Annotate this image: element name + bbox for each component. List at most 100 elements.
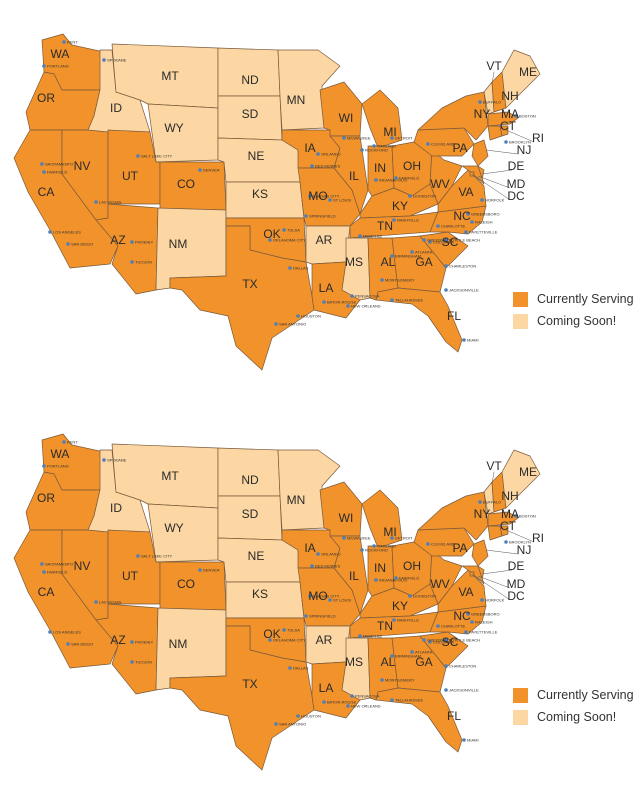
city-label: GREENSBORO [471,612,500,617]
state-label-dc: DC [507,189,525,203]
city-marker-icon [428,640,432,644]
city-marker-icon [296,714,300,718]
city-marker-icon [94,600,98,604]
city-marker-icon [282,628,286,632]
state-label-pa: PA [452,541,467,555]
state-label-ne: NE [248,149,265,163]
city-marker-icon [466,212,470,216]
state-tx [169,225,315,371]
state-mi [361,89,403,149]
cities-layer: KENT SPOKANE PORTLAND SACRAMENTO FAIRFIELD LA… [40,440,536,743]
state-label-sc: SC [442,235,459,249]
state-label-ny: NY [474,507,491,521]
city-label: OKLAHOMA CITY [273,638,306,643]
city-label: SAN ANTONIO [279,322,306,327]
city-marker-icon [410,250,414,254]
city-label: PENSACOLA [355,294,380,299]
city-marker-icon [322,700,326,704]
state-label-ia: IA [304,141,315,155]
state-label-me: ME [519,465,537,479]
city-label: ORLANDO [321,152,341,157]
leader-line-dc [471,573,511,601]
city-label: RALEIGH [475,220,493,225]
city-marker-icon [360,548,364,552]
city-marker-icon [136,554,140,558]
state-label-vt: VT [486,459,502,473]
city-label: DETROIT [395,136,413,141]
city-label: LOS ANGELES [53,230,81,235]
city-marker-icon [310,564,314,568]
city-marker-icon [372,144,376,148]
city-marker-icon [392,618,396,622]
city-marker-icon [390,654,394,658]
state-label-nc: NC [453,209,471,223]
city-label: SACRAMENTO [45,162,73,167]
state-label-tn: TN [377,219,393,233]
city-label: BIRMINGHAM [395,254,421,259]
city-label: BOSTON [519,114,536,119]
city-label: DENVER [203,568,220,573]
state-label-la: LA [319,281,334,295]
city-label: DALLAS [293,266,309,271]
city-marker-icon [410,650,414,654]
state-label-mo: MO [308,189,327,203]
state-label-ct: CT [500,119,517,133]
city-marker-icon [102,58,106,62]
city-marker-icon [358,634,362,638]
state-me [501,449,541,509]
city-marker-icon [308,194,312,198]
city-marker-icon [42,464,46,468]
state-label-al: AL [381,255,396,269]
service-map-top: KENT SPOKANE PORTLAND SACRAMENTO FAIRFIELD LA… [0,0,640,380]
state-label-mt: MT [161,69,179,83]
city-marker-icon [102,458,106,462]
state-label-mi: MI [383,125,396,139]
city-marker-icon [308,594,312,598]
leader-line-nj [485,549,519,555]
city-marker-icon [42,570,46,574]
city-marker-icon [198,168,202,172]
city-marker-icon [288,666,292,670]
leader-line-dc [471,173,511,201]
state-md [461,165,485,185]
city-marker-icon [62,40,66,44]
city-marker-icon [422,238,426,242]
state-label-ms: MS [345,255,363,269]
city-marker-icon [394,176,398,180]
city-marker-icon [462,338,466,342]
state-label-sc: SC [442,635,459,649]
city-label: CLEVELAND [431,542,455,547]
city-marker-icon [504,140,508,144]
city-marker-icon [130,240,134,244]
city-marker-icon [42,64,46,68]
state-mi [361,489,403,549]
city-marker-icon [274,322,278,326]
city-label: DENVER [203,168,220,173]
state-label-nh: NH [501,89,518,103]
city-marker-icon [428,240,432,244]
city-marker-icon [466,612,470,616]
state-label-me: ME [519,65,537,79]
city-marker-icon [42,170,46,174]
city-label: MEMPHIS [363,234,382,239]
city-marker-icon [462,738,466,742]
city-label: FAIRFIELD [399,176,419,181]
city-label: LAS VEGAS [99,200,122,205]
city-marker-icon [422,638,426,642]
city-marker-icon [62,440,66,444]
state-label-ut: UT [122,169,139,183]
state-il [329,535,369,615]
city-marker-icon [342,536,346,540]
city-marker-icon [390,298,394,302]
state-label-oh: OH [403,159,421,173]
city-label: RALEIGH [475,620,493,625]
city-label: BROOKLYN [509,140,531,145]
city-label: COLUMBIA [433,240,454,245]
city-label: TULSA [287,228,300,233]
state-label-al: AL [381,655,396,669]
states-layer [13,433,541,771]
state-label-nd: ND [241,473,259,487]
city-marker-icon [394,576,398,580]
city-marker-icon [136,154,140,158]
state-label-la: LA [319,681,334,695]
